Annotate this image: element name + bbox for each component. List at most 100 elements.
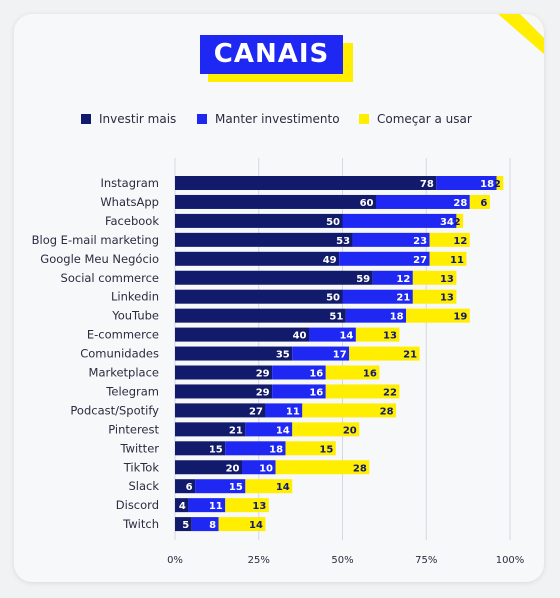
data-label: 13: [440, 274, 454, 285]
category-label: Instagram: [100, 176, 159, 190]
category-label: Podcast/Spotify: [70, 403, 159, 417]
data-label: 14: [276, 425, 290, 436]
data-label: 14: [276, 482, 290, 493]
data-label: 18: [269, 444, 283, 455]
bar-segment: [376, 194, 470, 209]
bar-segment: [272, 365, 326, 380]
data-label: 15: [209, 444, 223, 455]
data-label: 34: [440, 217, 454, 228]
bar-segment: [292, 346, 350, 361]
bar-segment: [195, 479, 246, 494]
bar-segment: [355, 327, 400, 342]
data-label: 18: [390, 312, 404, 323]
data-label: 49: [323, 255, 337, 266]
legend-item-manter: Manter investimento: [197, 112, 340, 126]
bar-segment: [345, 308, 407, 323]
bar-segment: [175, 251, 340, 266]
bar-segment: [352, 232, 430, 247]
bar-segment: [302, 403, 397, 418]
bar-segment: [175, 289, 343, 304]
data-label: 59: [356, 274, 370, 285]
bar-segment: [372, 270, 413, 285]
data-label: 2: [454, 217, 461, 228]
data-label: 13: [252, 501, 266, 512]
data-label: 20: [343, 425, 357, 436]
bar-segment: [175, 176, 437, 190]
bar-segment: [429, 232, 470, 247]
bar-segment: [175, 308, 346, 323]
category-label: YouTube: [111, 309, 159, 323]
data-label: 22: [383, 387, 397, 398]
data-label: 21: [403, 350, 417, 361]
x-tick-label: 75%: [415, 555, 437, 566]
data-label: 14: [249, 520, 263, 531]
category-label: Telegram: [105, 384, 159, 398]
data-label: 53: [336, 236, 350, 247]
bar-segment: [469, 194, 490, 209]
corner-accent: [498, 14, 544, 54]
legend-swatch-comecar: [359, 114, 369, 124]
bar-segment: [245, 479, 293, 494]
data-label: 13: [383, 331, 397, 342]
data-label: 15: [229, 482, 243, 493]
data-label: 2: [494, 179, 501, 190]
data-label: 11: [286, 406, 300, 417]
data-label: 6: [480, 198, 487, 209]
bar-segment: [175, 384, 273, 399]
x-tick-label: 25%: [248, 555, 270, 566]
data-label: 28: [353, 463, 367, 474]
data-label: 12: [453, 236, 467, 247]
data-label: 10: [259, 463, 273, 474]
bar-segment: [188, 498, 226, 513]
data-label: 27: [249, 406, 263, 417]
bar-segment: [175, 232, 353, 247]
bar-segment: [175, 460, 242, 475]
data-label: 13: [440, 293, 454, 304]
bar-segment: [225, 498, 269, 513]
bar-segment: [225, 441, 286, 456]
data-label: 11: [450, 255, 464, 266]
category-label: Comunidades: [80, 347, 159, 361]
data-label: 16: [309, 369, 323, 380]
data-label: 23: [413, 236, 427, 247]
data-label: 16: [363, 369, 377, 380]
category-label: Google Meu Negócio: [40, 252, 159, 266]
data-label: 51: [329, 312, 343, 323]
x-tick-label: 100%: [496, 555, 525, 566]
bar-segment: [175, 194, 376, 209]
data-label: 18: [480, 179, 494, 190]
data-label: 5: [182, 520, 189, 531]
bar-segment: [309, 327, 356, 342]
data-label: 60: [360, 198, 374, 209]
category-label: Slack: [128, 479, 159, 493]
data-label: 78: [420, 179, 434, 190]
data-label: 14: [339, 331, 353, 342]
data-label: 15: [319, 444, 333, 455]
data-label: 21: [229, 425, 243, 436]
x-tick-label: 0%: [167, 555, 183, 566]
data-label: 17: [333, 350, 347, 361]
bar-segment: [406, 308, 470, 323]
data-label: 35: [276, 350, 290, 361]
data-label: 27: [413, 255, 427, 266]
bar-segment: [292, 422, 360, 437]
bar-segment: [175, 479, 196, 494]
bar-segment: [175, 270, 373, 285]
bar-segment: [175, 422, 246, 437]
chart-title: CANAIS: [200, 35, 343, 74]
legend-item-comecar: Começar a usar: [359, 112, 472, 126]
data-label: 29: [256, 369, 270, 380]
legend-item-investir: Investir mais: [81, 112, 176, 126]
bar-segment: [175, 517, 192, 532]
bar-segment: [242, 460, 276, 475]
legend-label-comecar: Começar a usar: [377, 112, 472, 126]
data-label: 19: [453, 312, 467, 323]
category-label: WhatsApp: [100, 195, 159, 209]
legend-swatch-manter: [197, 114, 207, 124]
data-label: 40: [293, 331, 307, 342]
bar-segment: [325, 384, 400, 399]
bar-segment: [496, 176, 504, 190]
bar-segment: [272, 384, 326, 399]
category-label: E-commerce: [87, 328, 159, 342]
